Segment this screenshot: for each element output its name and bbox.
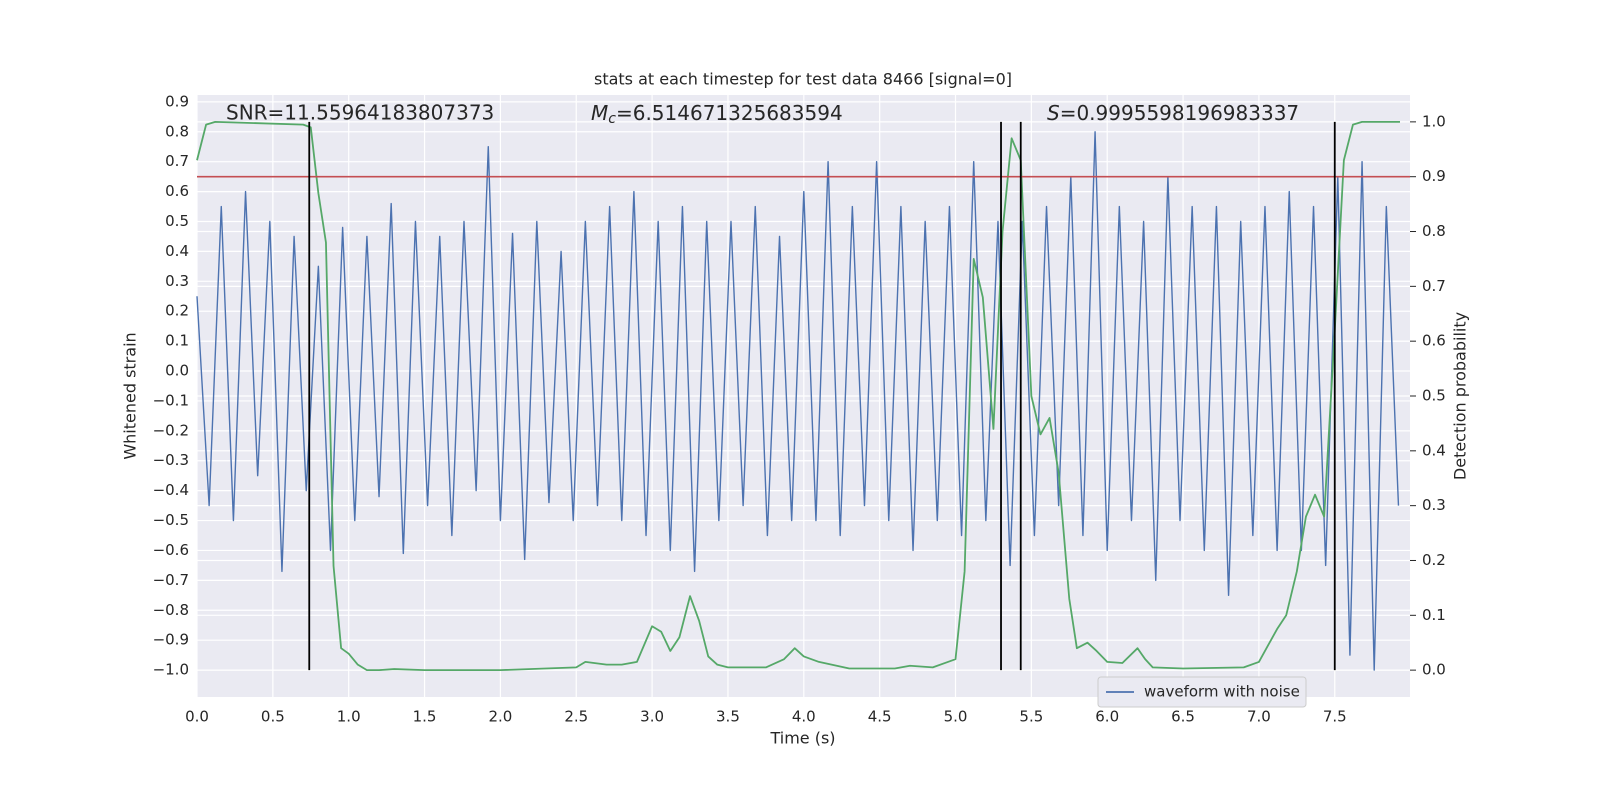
snr-annotation: SNR=11.55964183807373 [226, 101, 494, 125]
chart-title: stats at each timestep for test data 846… [594, 70, 1012, 89]
y2-tick-label: 0.5 [1422, 387, 1446, 405]
mc-symbol: M [591, 101, 608, 125]
y-tick-label: −0.8 [153, 601, 189, 619]
y2-tick-label: 0.9 [1422, 167, 1446, 185]
series-line [196, 120, 1400, 672]
marks [196, 120, 1410, 672]
x-tick-label: 2.5 [564, 708, 588, 726]
x-tick-label: 1.5 [413, 708, 437, 726]
legend-label: waveform with noise [1144, 683, 1300, 701]
x-tick-label: 5.0 [944, 708, 968, 726]
x-tick-label: 7.5 [1323, 708, 1347, 726]
mc-subscript: c [608, 111, 616, 127]
y-tick-label: −0.3 [153, 451, 189, 469]
x-tick-label: 3.0 [640, 708, 664, 726]
x-tick-label: 7.0 [1247, 708, 1271, 726]
y-tick-label: 0.7 [165, 152, 189, 170]
s-text: =0.9995598196983337 [1060, 101, 1299, 125]
y2-axis-label: Detection probability [1451, 312, 1470, 480]
x-tick-label: 4.5 [868, 708, 892, 726]
y-tick-label: −1.0 [153, 661, 189, 679]
y-tick-label: 0.3 [165, 272, 189, 290]
x-tick-label: 0.0 [185, 708, 209, 726]
y-tick-label: −0.5 [153, 511, 189, 529]
y-tick-label: 0.5 [165, 212, 189, 230]
y-tick-label: 0.2 [165, 302, 189, 320]
y-tick-label: −0.9 [153, 631, 189, 649]
x-tick-label: 6.0 [1095, 708, 1119, 726]
x-tick-label: 2.0 [488, 708, 512, 726]
s-symbol: S [1047, 101, 1060, 125]
x-tick-label: 5.5 [1019, 708, 1043, 726]
y2-tick-label: 0.7 [1422, 277, 1446, 295]
y-tick-label: −0.7 [153, 571, 189, 589]
y-tick-label: 0.1 [165, 332, 189, 350]
y2-tick-label: 0.8 [1422, 222, 1446, 240]
y2-tick-label: 0.3 [1422, 496, 1446, 514]
x-axis-label: Time (s) [769, 729, 835, 748]
y-tick-label: 0.0 [165, 362, 189, 380]
legend: waveform with noise [1097, 676, 1307, 708]
y2-tick-label: 0.4 [1422, 441, 1446, 459]
y2-tick-label: 1.0 [1422, 112, 1446, 130]
y2-tick-label: 0.6 [1422, 332, 1446, 350]
series-line [196, 131, 1400, 671]
y-tick-label: 0.6 [165, 182, 189, 200]
y2-tick-label: 0.2 [1422, 551, 1446, 569]
y-tick-label: −0.4 [153, 481, 189, 499]
x-tick-label: 6.5 [1171, 708, 1195, 726]
mc-annotation: Mc=6.514671325683594 [591, 101, 843, 128]
x-tick-label: 4.0 [792, 708, 816, 726]
y-axis-label: Whitened strain [121, 332, 140, 459]
y2-tick-label: 0.0 [1422, 661, 1446, 679]
y-tick-label: −0.6 [153, 541, 189, 559]
mc-text: =6.514671325683594 [616, 101, 843, 125]
x-tick-label: 3.5 [716, 708, 740, 726]
x-tick-label: 0.5 [261, 708, 285, 726]
y-tick-label: −0.2 [153, 421, 189, 439]
y-tick-label: 0.8 [165, 122, 189, 140]
s-annotation: S=0.9995598196983337 [1047, 101, 1299, 125]
y-tick-label: −0.1 [153, 391, 189, 409]
y2-tick-label: 0.1 [1422, 606, 1446, 624]
y-tick-label: 0.4 [165, 242, 189, 260]
x-tick-label: 1.0 [337, 708, 361, 726]
y-tick-label: 0.9 [165, 92, 189, 110]
legend-box [1097, 676, 1307, 708]
